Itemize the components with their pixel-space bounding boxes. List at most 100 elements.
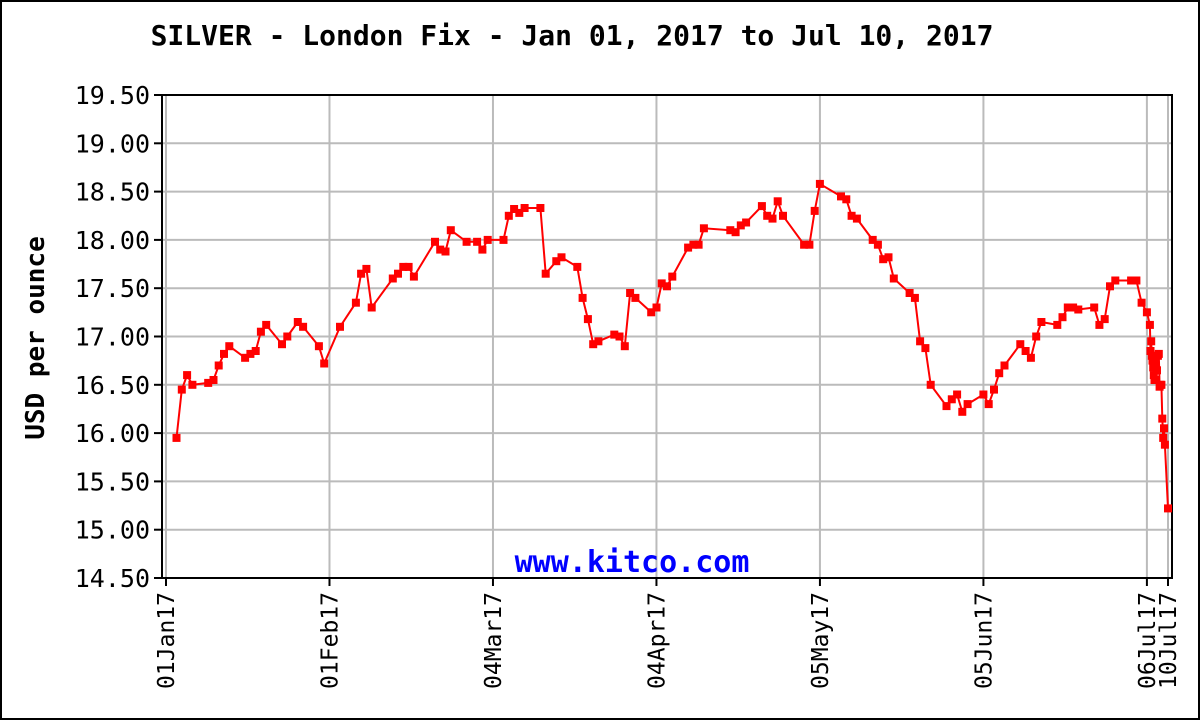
data-point: [399, 262, 408, 271]
y-axis-label: USD per ounce: [21, 236, 51, 440]
data-point: [1106, 282, 1114, 291]
data-point: [800, 240, 809, 249]
data-point: [1000, 361, 1009, 370]
data-point: [947, 395, 956, 404]
data-point: [394, 269, 402, 278]
data-point: [225, 342, 234, 351]
data-point: [431, 237, 439, 246]
data-point: [1090, 303, 1099, 312]
data-point: [1147, 337, 1156, 346]
data-point: [336, 322, 344, 331]
data-point: [652, 303, 661, 312]
data-point: [1053, 320, 1062, 329]
data-point: [320, 359, 329, 368]
x-tick-label: 04Mar17: [481, 592, 507, 689]
y-tick-label: 19.00: [75, 129, 150, 158]
data-point: [241, 353, 250, 362]
data-point: [209, 376, 218, 384]
data-point: [873, 240, 882, 249]
data-point: [889, 274, 898, 283]
watermark: www.kitco.com: [515, 545, 750, 580]
data-point: [615, 332, 624, 341]
data-point: [726, 226, 735, 235]
data-point: [815, 179, 824, 188]
data-point: [446, 226, 455, 235]
data-point: [916, 337, 925, 346]
data-point: [979, 390, 988, 399]
data-point: [647, 308, 656, 317]
data-point: [357, 269, 366, 278]
x-tick-label: 10Jul17: [1156, 592, 1182, 689]
data-point: [1154, 349, 1163, 358]
data-point: [404, 262, 413, 271]
data-point: [958, 407, 967, 416]
data-point: [1160, 424, 1168, 433]
data-point: [1037, 318, 1046, 326]
data-point: [1158, 414, 1167, 423]
data-point: [536, 204, 545, 212]
data-point: [388, 274, 397, 283]
data-point: [552, 257, 561, 266]
data-point: [299, 322, 308, 331]
data-point: [473, 237, 482, 246]
grid: [162, 95, 1172, 578]
y-tick-label: 16.50: [75, 371, 150, 400]
data-point: [984, 400, 993, 409]
data-point: [1074, 305, 1083, 314]
data-point: [1063, 303, 1072, 312]
data-point: [1145, 320, 1154, 329]
data-point: [557, 253, 566, 262]
data-point: [847, 211, 856, 220]
data-point: [1127, 276, 1136, 285]
data-point: [441, 247, 450, 256]
data-point: [1026, 353, 1035, 362]
data-point: [953, 390, 962, 399]
data-point: [757, 202, 766, 211]
data-point: [1032, 332, 1041, 341]
y-tick-label: 15.00: [75, 516, 150, 545]
data-point: [1164, 504, 1172, 513]
data-point: [462, 237, 471, 246]
data-point: [663, 282, 671, 291]
data-point: [314, 342, 323, 351]
data-point: [1069, 303, 1078, 312]
data-point: [1021, 347, 1030, 355]
data-point: [668, 272, 677, 281]
data-point: [510, 205, 519, 213]
data-point: [963, 400, 972, 409]
data-point: [1142, 308, 1151, 317]
data-point: [573, 262, 582, 271]
data-point: [293, 318, 302, 326]
data-point: [921, 344, 930, 353]
data-point: [204, 378, 213, 387]
data-point: [589, 340, 598, 349]
data-point: [773, 197, 782, 206]
data-point: [436, 245, 445, 254]
data-point: [520, 204, 529, 212]
data-point: [626, 289, 635, 297]
data-point: [763, 211, 772, 220]
y-tick-label: 17.50: [75, 274, 150, 303]
x-tick-label: 05May17: [808, 592, 834, 689]
data-point: [367, 303, 376, 312]
data-point: [684, 243, 693, 252]
data-point: [1111, 276, 1120, 285]
data-point: [1058, 313, 1067, 322]
data-point: [1157, 380, 1166, 389]
data-point: [583, 315, 592, 324]
data-point: [910, 293, 919, 302]
data-point: [578, 293, 587, 302]
data-point: [499, 235, 508, 244]
x-axis-ticks: 01Jan17 01Feb17 04Mar17 04Apr17 05May17 05Jun…: [154, 578, 1182, 689]
data-point: [990, 385, 998, 394]
data-point: [620, 342, 629, 351]
data-point: [842, 195, 851, 204]
data-point: [810, 206, 819, 215]
data-point: [1153, 366, 1161, 375]
data-point: [220, 349, 228, 358]
data-point: [610, 330, 619, 339]
data-point: [768, 214, 777, 223]
data-point: [188, 380, 197, 389]
data-point: [1137, 298, 1146, 307]
chart-title: SILVER - London Fix - Jan 01, 2017 to Ju…: [151, 19, 994, 52]
